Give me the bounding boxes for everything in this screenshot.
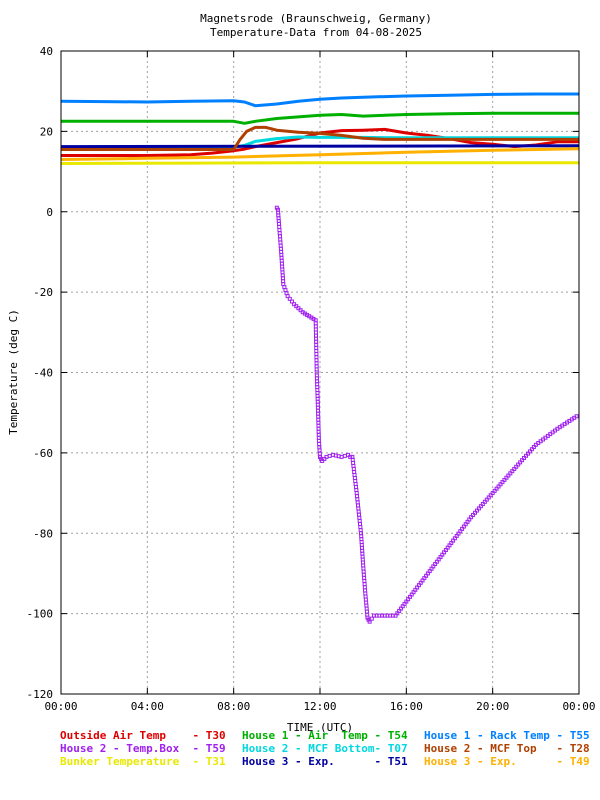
y-tick-label: 40 bbox=[40, 45, 53, 58]
data-point bbox=[296, 306, 301, 311]
series-line bbox=[61, 111, 579, 125]
data-point bbox=[294, 304, 299, 309]
legend-entry: House 3 - Exp. - T49 bbox=[424, 755, 590, 768]
legend-entry: House 1 - Air Temp - T54 bbox=[242, 729, 408, 742]
data-point bbox=[574, 414, 579, 419]
y-tick-label: -120 bbox=[27, 688, 54, 701]
chart-title: Magnetsrode (Braunschweig, Germany) bbox=[200, 12, 432, 25]
x-tick-label: 04:00 bbox=[131, 700, 164, 713]
x-tick-label: 08:00 bbox=[217, 700, 250, 713]
data-point bbox=[322, 456, 327, 461]
series-line bbox=[60, 161, 579, 165]
y-tick-label: -80 bbox=[33, 527, 53, 540]
series-line bbox=[60, 92, 579, 108]
chart-subtitle: Temperature-Data from 04-08-2025 bbox=[210, 26, 422, 39]
legend-entry: House 1 - Rack Temp - T55 bbox=[424, 729, 590, 742]
data-point bbox=[292, 302, 297, 307]
legend-entry: Bunker Temperature - T31 bbox=[60, 755, 226, 768]
y-tick-label: -60 bbox=[33, 447, 53, 460]
series-points bbox=[274, 205, 579, 624]
series-line bbox=[61, 125, 579, 151]
x-axis-label: TIME (UTC) bbox=[287, 721, 353, 734]
data-point bbox=[287, 296, 292, 301]
data-point bbox=[367, 619, 372, 624]
legend-entry: Outside Air Temp - T30 bbox=[60, 729, 226, 742]
legend-entry: House 2 - Temp.Box - T59 bbox=[60, 742, 226, 755]
series-line bbox=[60, 144, 580, 149]
y-tick-label: -100 bbox=[27, 608, 54, 621]
data-point bbox=[320, 458, 325, 463]
axis-ticks: 00:00 04:00 08:00 12:00 16:00 20:00 00:00 40 20 0… bbox=[27, 45, 596, 713]
y-tick-label: 20 bbox=[40, 125, 53, 138]
data-point bbox=[348, 454, 353, 459]
x-tick-label: 16:00 bbox=[390, 700, 423, 713]
x-tick-label: 00:00 bbox=[44, 700, 77, 713]
y-tick-label: -20 bbox=[33, 286, 53, 299]
y-tick-label: -40 bbox=[33, 367, 53, 380]
grid-lines bbox=[61, 51, 579, 694]
legend-entry: House 2 - MCF Top - T28 bbox=[424, 742, 590, 755]
legend-entry: House 3 - Exp. - T51 bbox=[242, 755, 408, 768]
data-point bbox=[289, 299, 294, 304]
y-tick-label: 0 bbox=[46, 206, 53, 219]
x-tick-label: 20:00 bbox=[476, 700, 509, 713]
series-layer bbox=[60, 92, 580, 624]
x-tick-label: 12:00 bbox=[303, 700, 336, 713]
x-tick-label: 00:00 bbox=[562, 700, 595, 713]
data-point bbox=[298, 308, 303, 313]
y-axis-label: Temperature (deg C) bbox=[7, 309, 20, 435]
data-point bbox=[369, 616, 374, 621]
data-point bbox=[285, 294, 290, 299]
data-point bbox=[346, 452, 351, 457]
legend-entry: House 2 - MCF Bottom- T07 bbox=[242, 742, 408, 755]
series-line bbox=[60, 147, 580, 161]
